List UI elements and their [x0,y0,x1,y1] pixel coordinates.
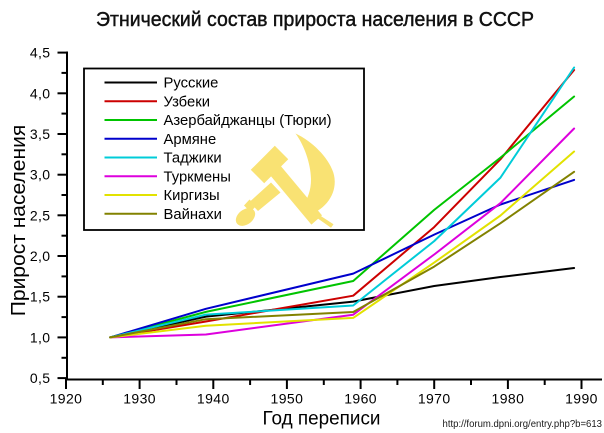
svg-text:Узбеки: Узбеки [164,94,210,110]
svg-text:1,0: 1,0 [30,329,51,345]
svg-text:Прирост населения: Прирост населения [8,125,30,317]
svg-text:Туркмены: Туркмены [164,169,231,185]
svg-text:Азербайджанцы (Тюрки): Азербайджанцы (Тюрки) [164,113,332,129]
svg-text:2,0: 2,0 [30,248,51,264]
svg-text:1990: 1990 [565,391,598,407]
svg-text:1940: 1940 [197,391,230,407]
svg-text:3,0: 3,0 [30,167,51,183]
svg-text:Вайнахи: Вайнахи [164,207,222,223]
svg-text:0,5: 0,5 [30,370,51,386]
svg-text:4,5: 4,5 [30,45,51,61]
svg-text:Год переписи: Год переписи [263,408,381,430]
svg-text:2,5: 2,5 [30,207,51,223]
svg-text:1920: 1920 [50,391,83,407]
svg-text:Этнический состав прироста нас: Этнический состав прироста населения в С… [96,8,534,31]
svg-text:1930: 1930 [123,391,156,407]
svg-text:http://forum.dpni.org/entry.ph: http://forum.dpni.org/entry.php?b=613 [443,418,603,430]
svg-text:Армяне: Армяне [164,132,217,148]
svg-text:Киргизы: Киргизы [164,188,220,204]
svg-text:1970: 1970 [418,391,451,407]
svg-text:1,5: 1,5 [30,289,51,305]
svg-text:Таджики: Таджики [164,151,222,167]
svg-text:1960: 1960 [344,391,377,407]
svg-text:3,5: 3,5 [30,126,51,142]
svg-text:1950: 1950 [271,391,304,407]
svg-text:1980: 1980 [492,391,525,407]
svg-text:4,0: 4,0 [30,85,51,101]
svg-text:Русские: Русские [164,76,219,92]
